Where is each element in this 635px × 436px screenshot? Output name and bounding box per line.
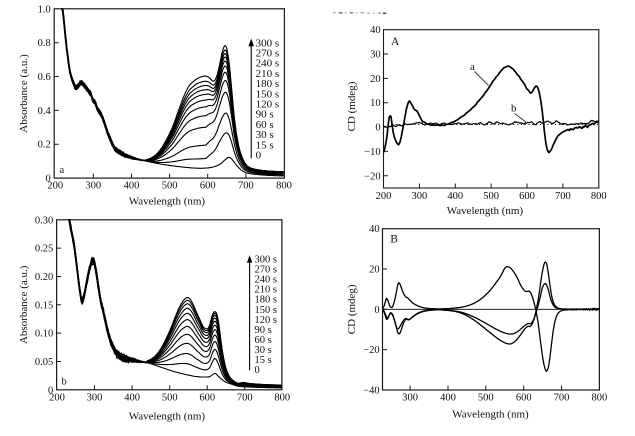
svg-text:30 s: 30 s xyxy=(256,129,274,141)
svg-text:a: a xyxy=(60,165,65,176)
svg-text:500: 500 xyxy=(483,191,499,202)
svg-text:700: 700 xyxy=(237,393,253,404)
svg-text:180 s: 180 s xyxy=(256,78,280,90)
svg-text:CD (mdeg): CD (mdeg) xyxy=(346,81,358,131)
svg-text:−10: −10 xyxy=(364,147,380,158)
svg-text:400: 400 xyxy=(447,191,463,202)
svg-text:0: 0 xyxy=(375,123,380,134)
svg-text:600: 600 xyxy=(516,393,532,404)
svg-text:60 s: 60 s xyxy=(256,119,274,131)
svg-text:500: 500 xyxy=(478,393,494,404)
svg-text:0.6: 0.6 xyxy=(38,72,51,83)
svg-text:Wavelength (nm): Wavelength (nm) xyxy=(447,205,524,217)
svg-text:180 s: 180 s xyxy=(255,295,277,306)
svg-text:120 s: 120 s xyxy=(256,99,280,111)
svg-text:270 s: 270 s xyxy=(255,265,277,276)
svg-text:Wavelength (nm): Wavelength (nm) xyxy=(129,196,206,208)
svg-text:−40: −40 xyxy=(363,386,379,397)
svg-text:20: 20 xyxy=(369,265,380,276)
svg-text:0.15: 0.15 xyxy=(35,300,53,311)
svg-text:40: 40 xyxy=(370,25,381,36)
svg-text:0.25: 0.25 xyxy=(35,244,53,255)
svg-text:Absorbance (a.u.): Absorbance (a.u.) xyxy=(18,265,30,344)
svg-text:40: 40 xyxy=(369,224,380,235)
svg-text:700: 700 xyxy=(555,191,571,202)
svg-text:0: 0 xyxy=(374,305,379,316)
svg-text:800: 800 xyxy=(592,393,608,404)
svg-text:Absorbance (a.u.): Absorbance (a.u.) xyxy=(18,54,30,133)
svg-text:CD (mdeg): CD (mdeg) xyxy=(346,284,358,334)
svg-text:500: 500 xyxy=(162,181,178,192)
svg-text:a: a xyxy=(470,61,475,73)
svg-text:0: 0 xyxy=(48,385,53,396)
svg-text:0.05: 0.05 xyxy=(35,357,53,368)
svg-text:800: 800 xyxy=(591,191,607,202)
svg-text:15 s: 15 s xyxy=(255,355,272,366)
svg-text:60 s: 60 s xyxy=(255,335,272,346)
svg-text:0.4: 0.4 xyxy=(38,106,52,117)
svg-text:800: 800 xyxy=(274,393,290,404)
svg-text:200: 200 xyxy=(47,181,63,192)
svg-text:0: 0 xyxy=(45,174,50,185)
svg-text:30 s: 30 s xyxy=(255,345,272,356)
svg-text:300: 300 xyxy=(87,393,103,404)
svg-text:0.8: 0.8 xyxy=(38,38,51,49)
svg-text:240 s: 240 s xyxy=(255,275,277,286)
svg-text:400: 400 xyxy=(124,393,140,404)
svg-text:700: 700 xyxy=(238,181,254,192)
svg-text:300 s: 300 s xyxy=(256,37,280,49)
svg-text:500: 500 xyxy=(162,393,178,404)
svg-text:700: 700 xyxy=(554,393,570,404)
svg-text:120 s: 120 s xyxy=(255,315,277,326)
svg-text:270 s: 270 s xyxy=(256,48,280,60)
svg-text:30: 30 xyxy=(370,50,381,61)
svg-text:400: 400 xyxy=(124,181,140,192)
svg-text:1.0: 1.0 xyxy=(38,4,51,15)
svg-text:150 s: 150 s xyxy=(255,305,277,316)
svg-text:B: B xyxy=(390,234,398,246)
svg-text:0.30: 0.30 xyxy=(35,215,53,226)
svg-text:300: 300 xyxy=(85,181,101,192)
svg-text:0: 0 xyxy=(256,150,262,162)
svg-text:210 s: 210 s xyxy=(255,285,277,296)
svg-text:150 s: 150 s xyxy=(256,88,280,100)
svg-text:0.10: 0.10 xyxy=(35,329,53,340)
svg-text:300: 300 xyxy=(412,191,428,202)
svg-text:15 s: 15 s xyxy=(256,139,274,151)
svg-text:300 s: 300 s xyxy=(255,255,277,266)
svg-text:90 s: 90 s xyxy=(256,109,274,121)
svg-text:Wavelength (nm): Wavelength (nm) xyxy=(129,411,206,423)
svg-text:600: 600 xyxy=(200,181,216,192)
svg-text:Wavelength (nm): Wavelength (nm) xyxy=(452,408,529,420)
svg-text:240 s: 240 s xyxy=(256,58,280,70)
svg-text:b: b xyxy=(511,103,517,115)
svg-text:200: 200 xyxy=(376,191,392,202)
svg-text:b: b xyxy=(62,377,67,388)
svg-text:600: 600 xyxy=(519,191,535,202)
svg-text:400: 400 xyxy=(440,393,456,404)
svg-text:20: 20 xyxy=(370,74,381,85)
svg-text:10: 10 xyxy=(370,98,381,109)
svg-text:0.2: 0.2 xyxy=(38,140,51,151)
svg-text:800: 800 xyxy=(276,181,292,192)
svg-text:90 s: 90 s xyxy=(255,325,272,336)
svg-text:600: 600 xyxy=(199,393,215,404)
svg-text:−20: −20 xyxy=(363,345,379,356)
svg-text:210 s: 210 s xyxy=(256,68,280,80)
svg-text:−20: −20 xyxy=(364,171,380,182)
svg-text:200: 200 xyxy=(49,393,65,404)
svg-text:A: A xyxy=(391,36,400,48)
svg-text:300: 300 xyxy=(402,393,418,404)
svg-text:0: 0 xyxy=(255,365,260,376)
svg-text:0.20: 0.20 xyxy=(35,272,53,283)
